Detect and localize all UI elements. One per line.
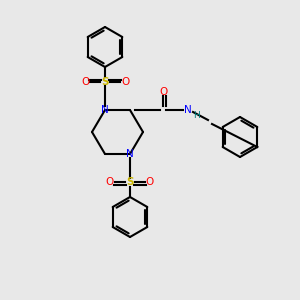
Text: H: H: [193, 110, 200, 119]
Text: O: O: [81, 77, 89, 87]
Text: O: O: [146, 177, 154, 187]
Text: N: N: [126, 149, 134, 159]
Text: O: O: [106, 177, 114, 187]
Text: N: N: [101, 105, 109, 115]
Text: O: O: [159, 87, 167, 97]
Text: S: S: [101, 77, 109, 87]
Text: N: N: [184, 105, 192, 115]
Text: S: S: [126, 177, 134, 187]
Text: O: O: [121, 77, 129, 87]
